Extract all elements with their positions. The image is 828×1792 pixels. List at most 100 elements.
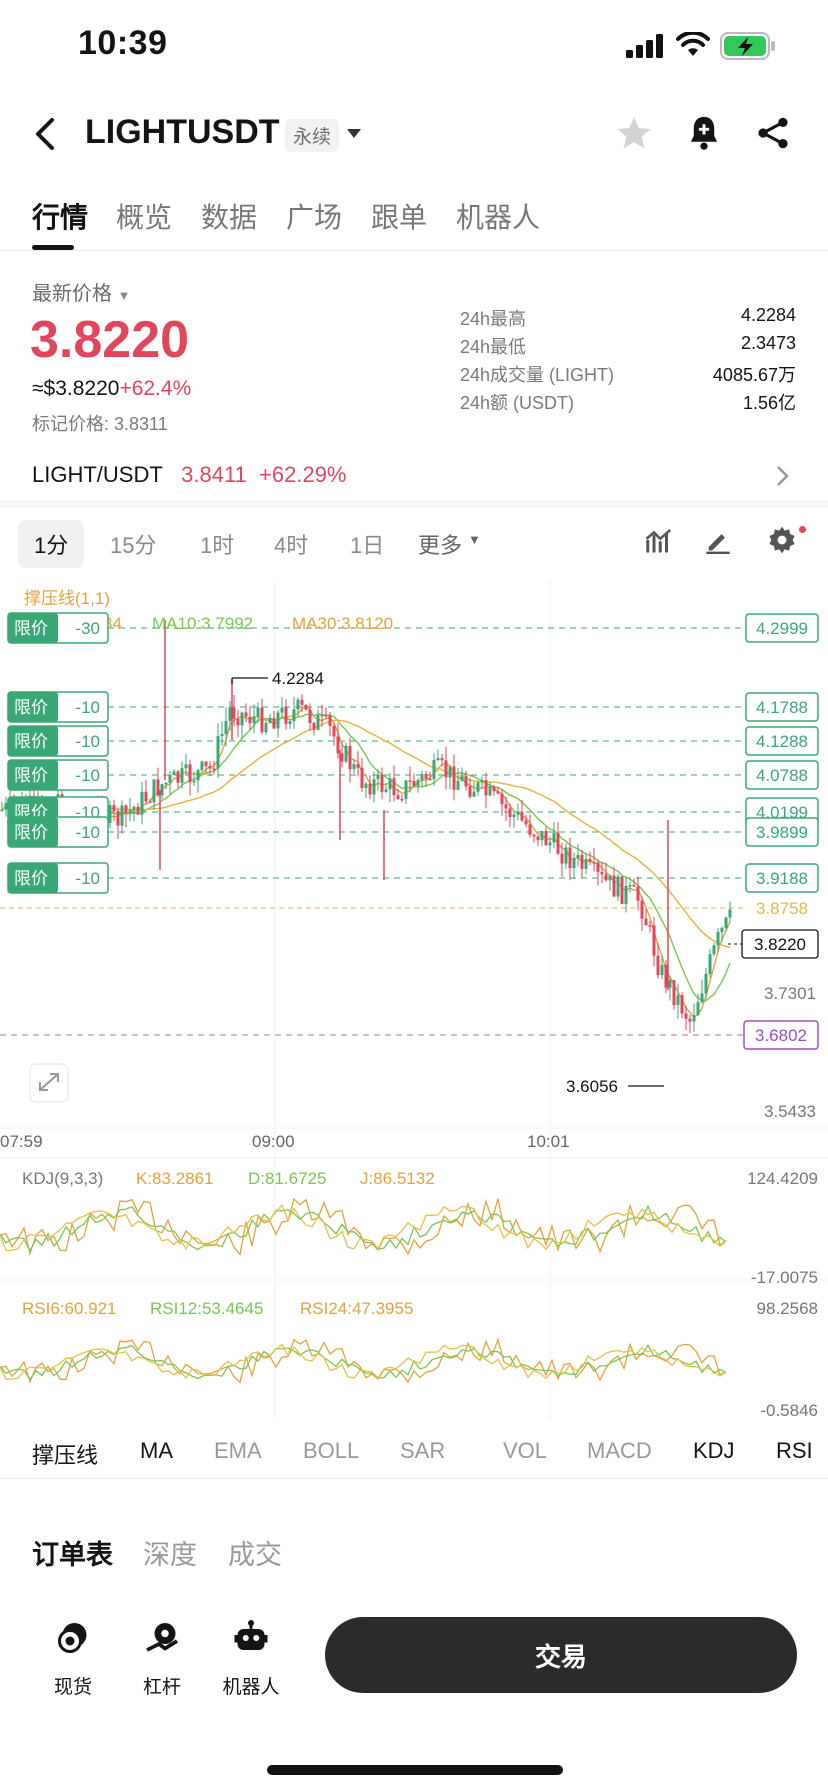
limit-price-value: 3.9188 [756, 869, 808, 888]
candle-body [432, 760, 436, 780]
nav-spot[interactable]: 现货 [28, 1620, 118, 1699]
indicator-ma[interactable]: MA [140, 1438, 173, 1463]
trade-button[interactable]: 交易 [325, 1617, 797, 1693]
tab-bot[interactable]: 机器人 [456, 202, 541, 233]
timeframe-15m[interactable]: 15分 [110, 533, 157, 558]
candle-body [244, 712, 248, 717]
candle-body [460, 776, 464, 781]
rsi6: RSI6:60.921 [22, 1299, 117, 1318]
fullscreen-button[interactable] [29, 1063, 69, 1103]
indicator-pressure[interactable]: 撑压线 [32, 1443, 99, 1468]
indicator-macd[interactable]: MACD [587, 1438, 652, 1463]
tab-trades[interactable]: 成交 [228, 1540, 282, 1570]
indicator-rsi[interactable]: RSI [776, 1438, 813, 1463]
timeframe-more[interactable]: 更多 [418, 533, 463, 558]
indicator-icon[interactable] [644, 526, 674, 554]
candle-body [700, 993, 704, 1003]
candle-body [704, 973, 708, 994]
stat-high-label: 24h最高 [460, 309, 527, 329]
indicator-kdj[interactable]: KDJ [693, 1438, 735, 1463]
limit-tag-qty: -10 [75, 823, 100, 842]
nav-margin[interactable]: 杠杆 [117, 1620, 207, 1699]
candle-body [648, 925, 652, 927]
limit-order-tag[interactable]: 限价 -10 [7, 691, 109, 723]
candle-body [576, 854, 580, 859]
candle-body [140, 791, 144, 815]
usd-price: ≈$3.8220 [32, 377, 120, 400]
settings-gear-icon[interactable] [766, 524, 798, 556]
timeframe-1m[interactable]: 1分 [18, 520, 85, 568]
contract-type-badge[interactable]: 永续 [285, 119, 340, 152]
time-tick: 09:00 [252, 1132, 295, 1151]
candle-body [556, 832, 560, 854]
limit-order-tag[interactable]: 限价 -10 [7, 759, 109, 791]
candle-body [344, 745, 348, 762]
candle-body [500, 793, 504, 805]
limit-tag-fill [8, 613, 58, 643]
candle-body [360, 767, 364, 789]
limit-order-tag[interactable]: 限价 -30 [7, 612, 109, 644]
tab-square[interactable]: 广场 [286, 202, 343, 233]
indicator-ema[interactable]: EMA [214, 1438, 262, 1463]
candle-body [472, 791, 476, 797]
candle-body [4, 802, 8, 810]
candle-body [352, 764, 356, 770]
candle-body [336, 736, 340, 754]
tab-depth[interactable]: 深度 [143, 1540, 197, 1570]
candle-body [248, 716, 252, 724]
candle-body [160, 784, 164, 796]
spot-pair-row[interactable]: LIGHT/USDT 3.8411 +62.29% [32, 462, 347, 488]
timeframe-4h[interactable]: 4时 [274, 533, 309, 558]
candle-body [580, 854, 584, 869]
tab-market[interactable]: 行情 [32, 202, 89, 233]
chevron-down-icon[interactable] [346, 128, 362, 140]
tab-copy-trade[interactable]: 跟单 [371, 202, 428, 233]
timeframe-1d[interactable]: 1日 [350, 533, 385, 558]
limit-order-tag[interactable]: 限价 -10 [7, 862, 109, 894]
star-icon[interactable] [614, 114, 654, 152]
tab-data[interactable]: 数据 [201, 202, 258, 233]
kdj-k-line [0, 1204, 727, 1252]
indicator-boll[interactable]: BOLL [303, 1438, 360, 1463]
candle-body [524, 820, 528, 825]
candle-body [508, 808, 512, 817]
limit-price-tag: 4.2999 [745, 613, 819, 643]
nav-bot[interactable]: 机器人 [206, 1620, 296, 1699]
candle-body [240, 712, 244, 726]
limit-order-tag[interactable]: 限价 -10 [7, 816, 109, 848]
candle-body [688, 1018, 692, 1022]
indicator-vol[interactable]: VOL [503, 1438, 548, 1463]
candlestick-chart[interactable]: 撑压线(1,1) 34 MA10:3.7992 MA30:3.8120 限价 -3… [0, 580, 828, 1580]
share-icon[interactable] [756, 116, 790, 150]
limit-tag-label: 限价 [14, 698, 48, 717]
limit-order-tag[interactable]: 限价 -10 [7, 725, 109, 757]
indicator-sar[interactable]: SAR [400, 1438, 446, 1463]
latest-price-label[interactable]: 最新价格 ▼ [32, 283, 131, 305]
candle-body [328, 715, 332, 726]
candle-body [476, 782, 480, 792]
candle-body [544, 830, 548, 846]
candle-body [528, 824, 532, 835]
candle-body [396, 795, 400, 799]
draw-tool-icon[interactable] [704, 526, 732, 554]
limit-tag-label: 限价 [14, 869, 48, 888]
high-annotation: 4.2284 [272, 669, 324, 688]
price-alert-bell-icon[interactable] [686, 114, 722, 152]
candle-body [236, 718, 240, 726]
battery-icon [720, 32, 775, 60]
candle-body [312, 722, 316, 730]
section-gap [0, 500, 828, 508]
candle-body [420, 774, 424, 781]
limit-price-tag: 3.9899 [745, 817, 819, 847]
candle-body [584, 858, 588, 869]
notification-dot [799, 526, 806, 533]
candle-body [408, 780, 412, 782]
candle-body [596, 862, 600, 872]
back-icon[interactable] [30, 116, 60, 152]
candle-body [108, 805, 112, 823]
tab-order-book[interactable]: 订单表 [32, 1540, 113, 1570]
chevron-right-icon[interactable] [776, 465, 790, 487]
tab-overview[interactable]: 概览 [116, 202, 173, 233]
timeframe-1h[interactable]: 1时 [200, 533, 235, 558]
candle-body [216, 736, 220, 769]
